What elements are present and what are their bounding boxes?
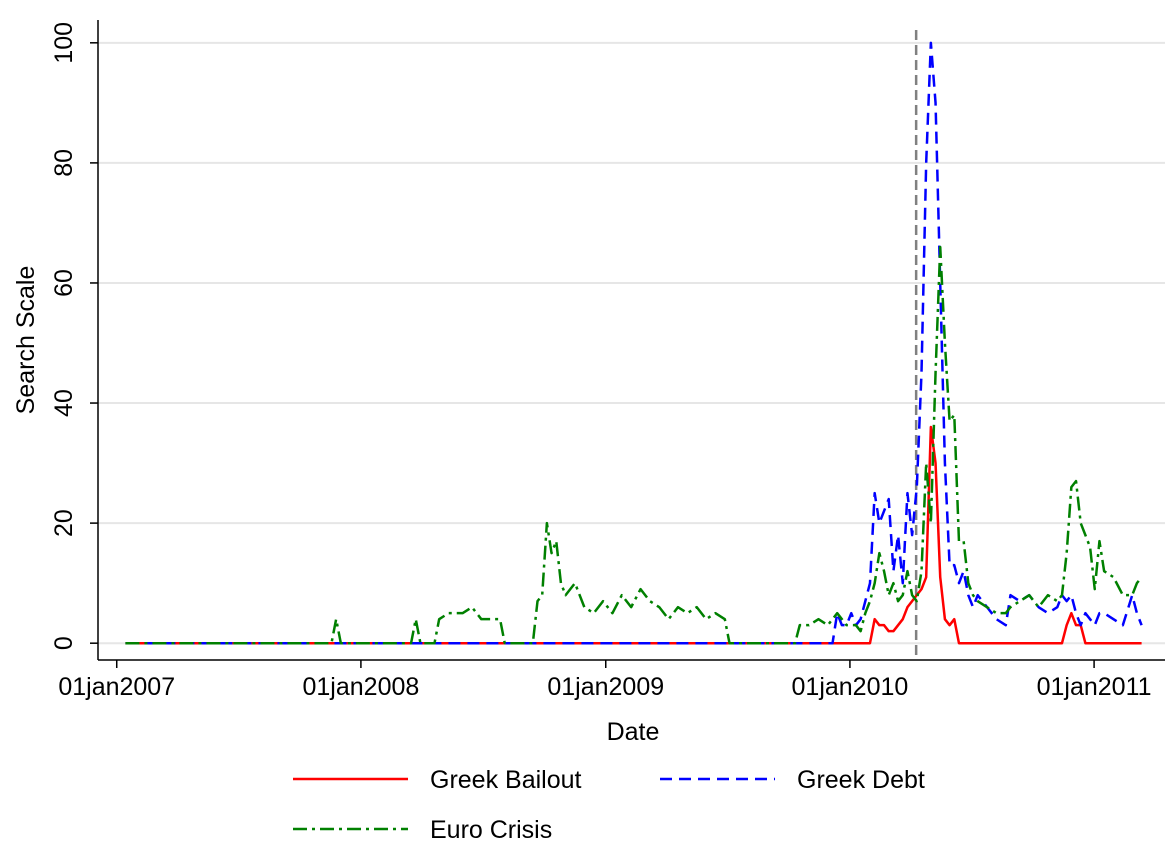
legend-label: Greek Debt bbox=[797, 766, 925, 794]
x-tick-label: 01jan2010 bbox=[792, 673, 909, 701]
x-axis-title: Date bbox=[607, 718, 660, 746]
x-tick-label: 01jan2011 bbox=[1037, 673, 1152, 701]
y-tick-label: 40 bbox=[50, 389, 78, 417]
series-line bbox=[125, 41, 1143, 645]
x-tick-label: 01jan2008 bbox=[303, 673, 420, 701]
y-tick-label: 20 bbox=[50, 509, 78, 537]
legend-label: Greek Bailout bbox=[430, 766, 582, 794]
x-tick-label: 01jan2009 bbox=[547, 673, 664, 701]
y-tick-label: 0 bbox=[50, 636, 78, 650]
y-tick-label: 100 bbox=[50, 22, 78, 64]
y-axis-title: Search Scale bbox=[12, 266, 40, 415]
y-tick-label: 60 bbox=[50, 269, 78, 297]
legend-label: Euro Crisis bbox=[430, 816, 552, 843]
series-line bbox=[125, 425, 1142, 645]
y-tick-label: 80 bbox=[50, 149, 78, 177]
x-tick-label: 01jan2007 bbox=[58, 673, 175, 701]
series-line bbox=[125, 245, 1143, 645]
